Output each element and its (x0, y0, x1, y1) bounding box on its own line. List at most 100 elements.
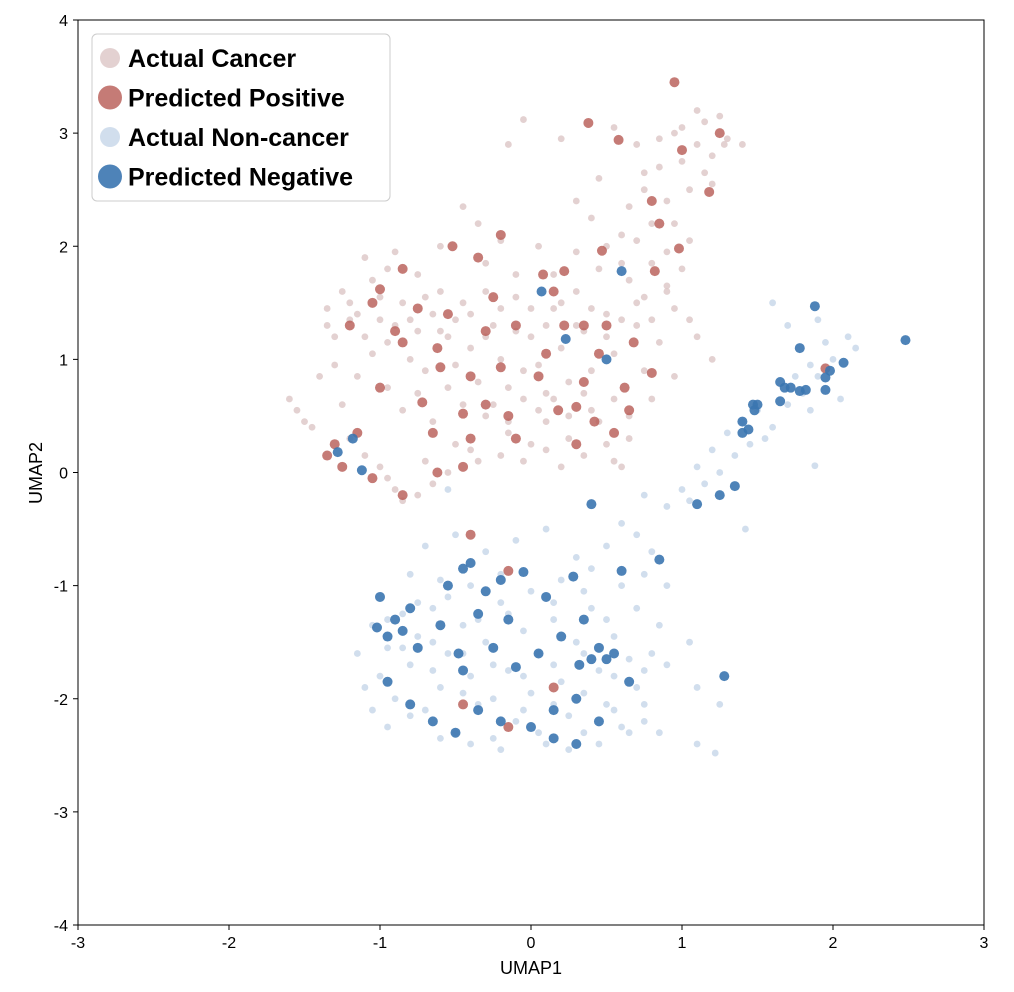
scatter-point (384, 384, 391, 392)
scatter-point (489, 661, 497, 669)
scatter-point (671, 372, 678, 380)
scatter-point (308, 423, 316, 431)
scatter-point (601, 354, 612, 365)
scatter-point (686, 237, 693, 244)
scatter-point (775, 396, 786, 407)
scatter-point (580, 729, 588, 737)
scatter-point (655, 163, 663, 171)
scatter-point (344, 320, 355, 331)
scatter-point (376, 672, 384, 680)
scatter-point (595, 174, 603, 182)
scatter-point (412, 642, 423, 653)
scatter-point (504, 667, 512, 674)
scatter-point (421, 293, 429, 301)
scatter-point (458, 408, 469, 419)
scatter-point (527, 689, 535, 697)
scatter-point (353, 372, 361, 380)
y-axis-title: UMAP2 (26, 442, 46, 504)
scatter-point (518, 567, 529, 578)
scatter-point (900, 335, 911, 346)
scatter-point (541, 591, 552, 602)
scatter-point (603, 310, 610, 318)
scatter-point (572, 322, 580, 329)
scatter-point (640, 717, 648, 725)
scatter-point (624, 676, 635, 687)
scatter-point (737, 416, 748, 427)
scatter-point (390, 614, 401, 625)
scatter-point (550, 616, 558, 623)
scatter-point (429, 480, 437, 488)
y-tick-label: -4 (54, 918, 68, 935)
scatter-point (704, 186, 715, 197)
scatter-point (353, 310, 361, 318)
scatter-point (618, 316, 625, 324)
scatter-point (338, 401, 346, 409)
scatter-point (435, 620, 446, 631)
scatter-point (693, 107, 701, 114)
scatter-point (444, 486, 452, 493)
scatter-point (601, 654, 612, 665)
scatter-point (384, 339, 391, 346)
scatter-point (452, 440, 459, 448)
scatter-point (432, 467, 443, 478)
scatter-point (618, 259, 625, 267)
series-4 (332, 266, 911, 749)
scatter-point (571, 739, 582, 749)
scatter-point (729, 481, 740, 492)
x-axis: -3 -2 -1 0 1 2 3 (71, 925, 989, 952)
scatter-point (497, 452, 505, 459)
scatter-point (686, 638, 693, 646)
scatter-point (572, 288, 580, 295)
y-axis: -4 -3 -2 -1 0 1 2 3 4 (54, 13, 78, 935)
x-tick-label: -2 (222, 935, 236, 952)
scatter-point (568, 571, 579, 582)
scatter-point (452, 316, 459, 324)
scatter-point (405, 603, 416, 614)
scatter-point (603, 542, 610, 550)
scatter-point (444, 593, 452, 601)
scatter-point (512, 271, 520, 278)
scatter-point (510, 433, 521, 444)
scatter-point (346, 299, 354, 307)
scatter-point (437, 288, 444, 295)
scatter-point (693, 740, 701, 748)
scatter-point (399, 406, 407, 414)
scatter-point (406, 316, 414, 324)
scatter-point (559, 320, 570, 331)
scatter-point (618, 463, 625, 471)
scatter-point (375, 382, 385, 393)
scatter-point (586, 499, 597, 510)
scatter-point (580, 452, 588, 459)
scatter-point (603, 440, 610, 448)
scatter-point (633, 237, 641, 244)
scatter-point (467, 672, 474, 680)
scatter-point (588, 565, 595, 573)
series-1 (286, 107, 746, 505)
scatter-point (414, 271, 422, 278)
scatter-point (716, 469, 724, 476)
scatter-point (421, 706, 429, 714)
scatter-point (588, 406, 595, 414)
scatter-point (708, 152, 716, 160)
scatter-point (701, 480, 709, 488)
plot-frame (77, 19, 985, 926)
scatter-point (711, 749, 719, 757)
x-tick-label: 0 (527, 935, 536, 952)
scatter-point (837, 395, 844, 403)
scatter-point (542, 740, 550, 748)
scatter-point (814, 372, 822, 380)
scatter-point (414, 599, 422, 606)
scatter-point (414, 491, 422, 499)
scatter-point (603, 701, 610, 708)
scatter-point (332, 447, 343, 458)
scatter-point (708, 355, 716, 363)
scatter-point (618, 231, 625, 239)
scatter-point (769, 423, 776, 431)
y-tick-label: -3 (54, 805, 68, 822)
y-tick-label: 4 (59, 13, 68, 30)
scatter-point (791, 372, 799, 380)
scatter-point (384, 644, 391, 652)
scatter-point (406, 570, 414, 578)
scatter-point (361, 684, 369, 691)
legend-label: Predicted Negative (128, 164, 353, 192)
